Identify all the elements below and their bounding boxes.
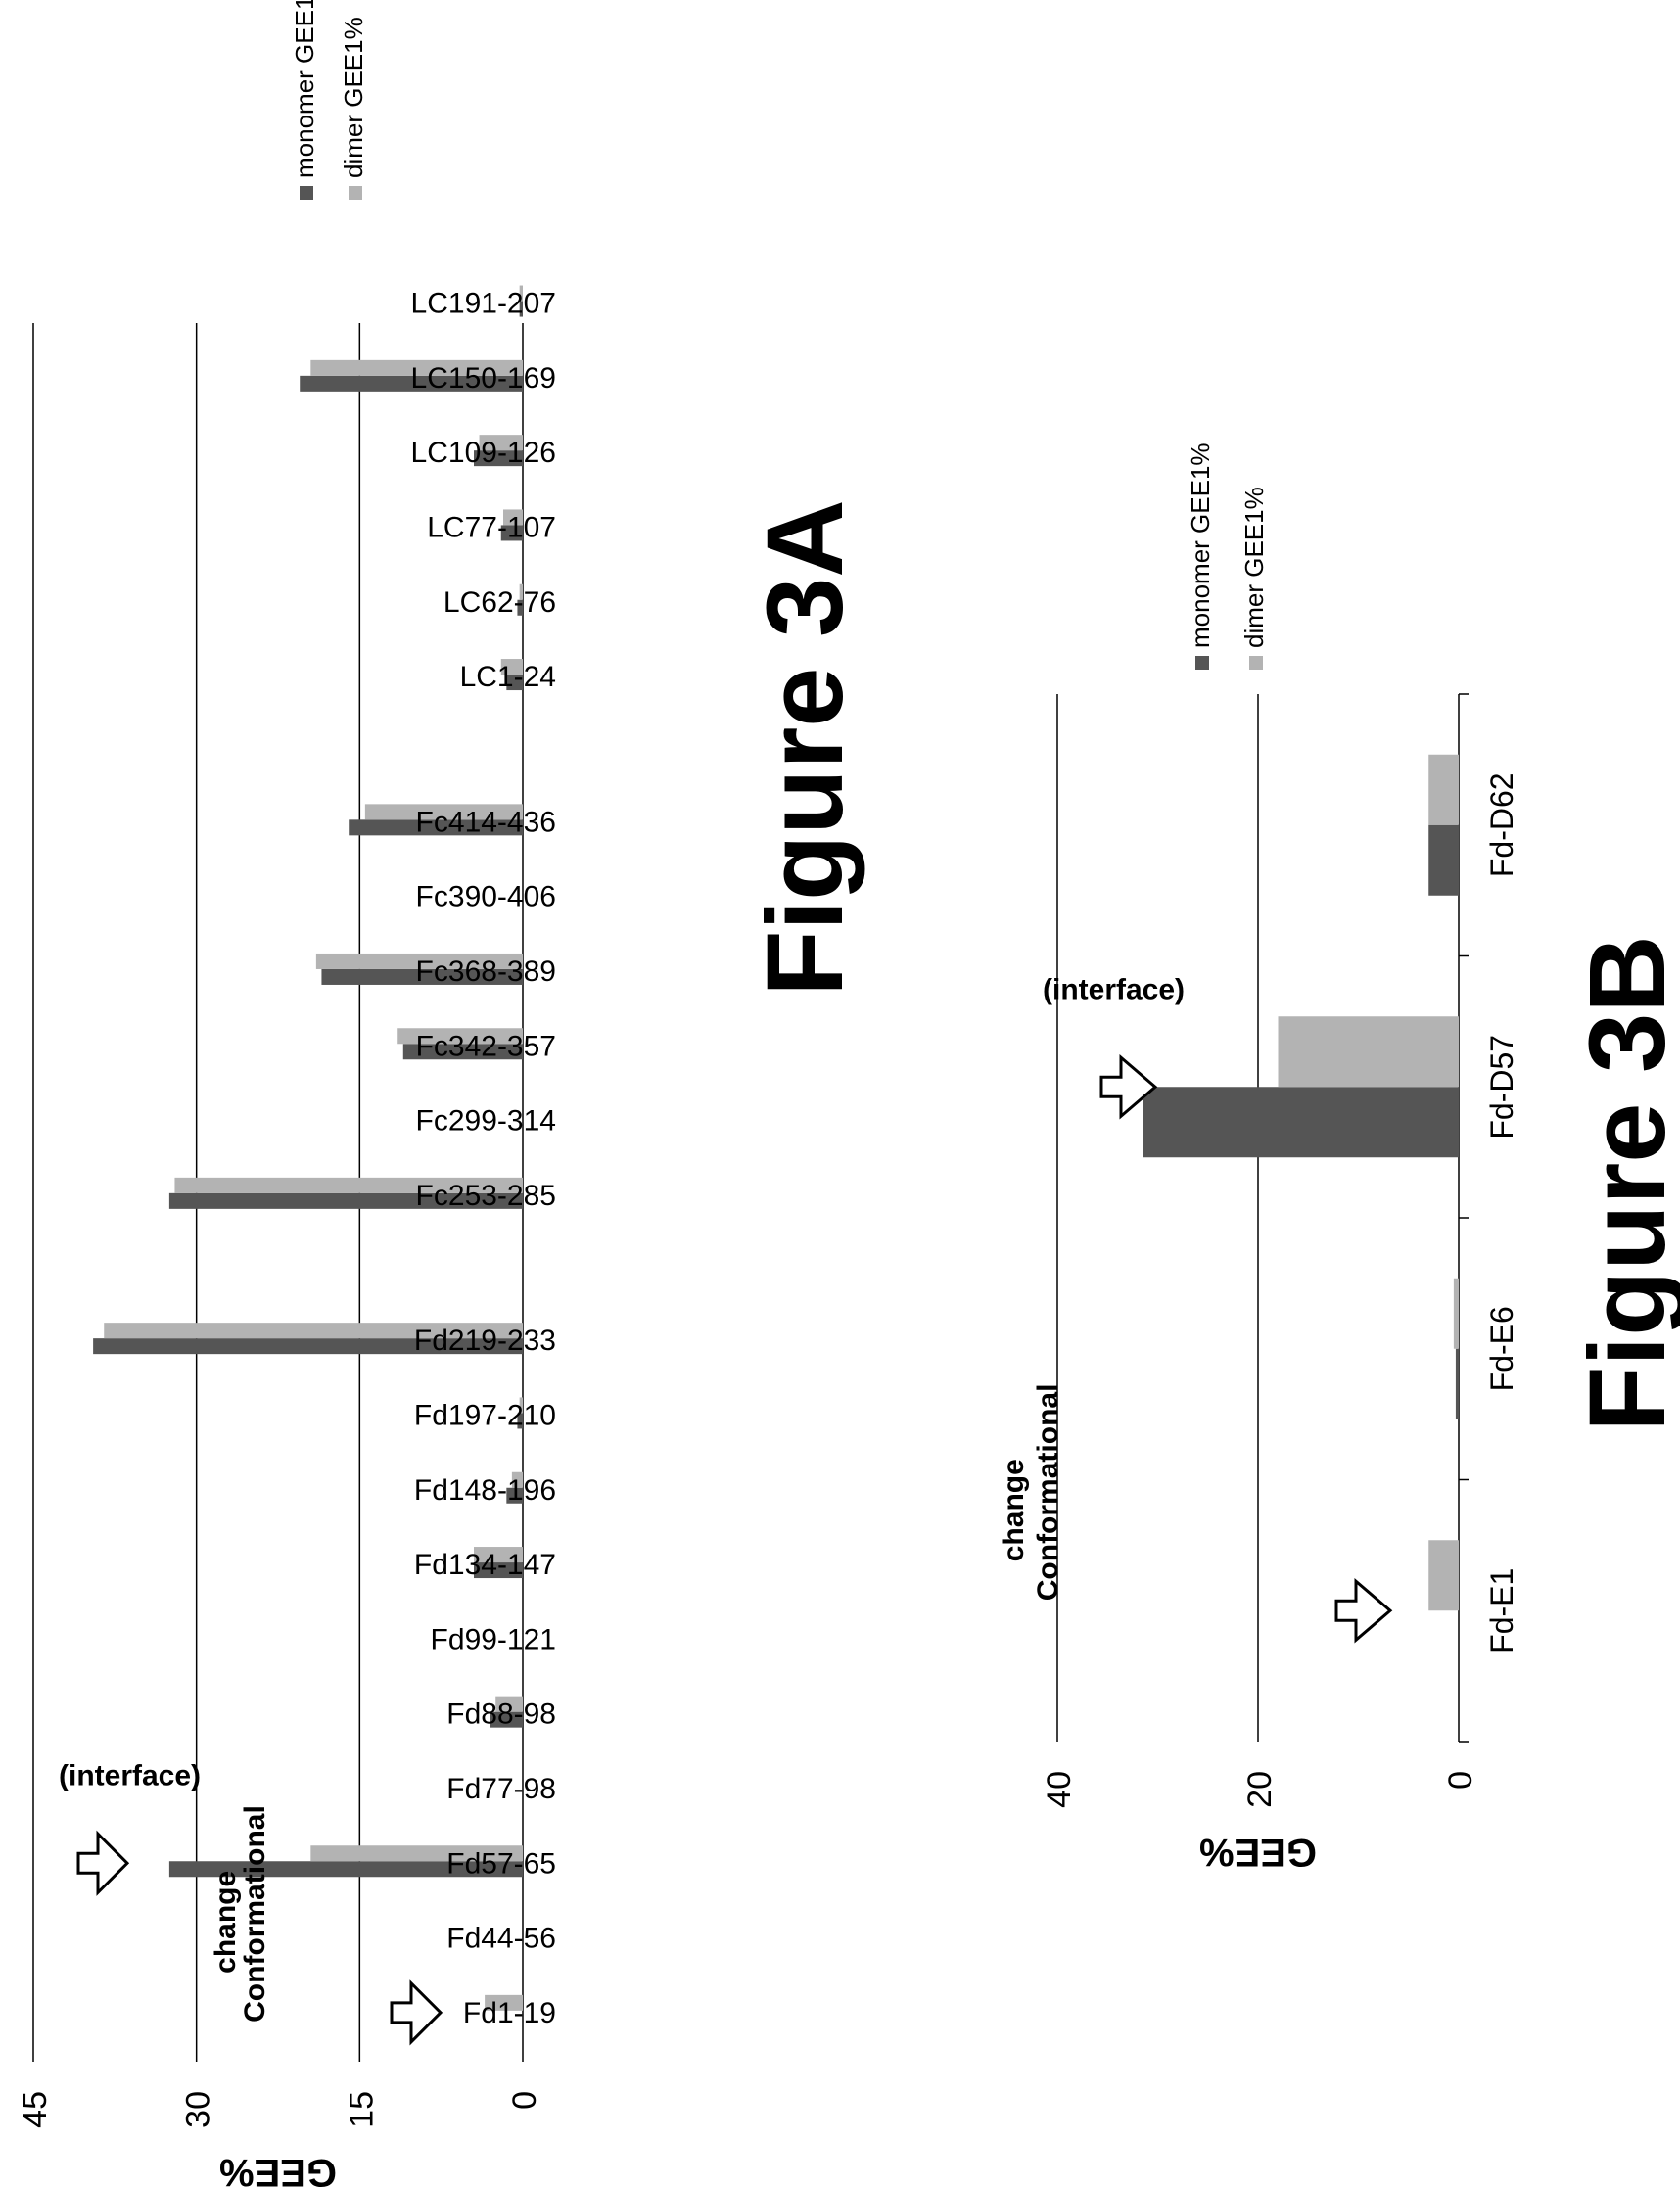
y-tick-label: 20 (1241, 1771, 1279, 1808)
bar-monomer (1143, 1087, 1459, 1158)
y-tick-label: 45 (17, 2091, 54, 2128)
bar-dimer (104, 1323, 523, 1339)
annotation-conformational-line1: Conformational (239, 1805, 271, 2023)
x-tick-label: Fc368-389 (416, 955, 556, 988)
bar-dimer (519, 1397, 524, 1414)
x-tick-label: Fc414-436 (416, 806, 556, 838)
bar-dimer (503, 509, 523, 526)
annotation-interface: (interface) (1043, 973, 1185, 1005)
annotation-conformational-line2: change (998, 1459, 1030, 1561)
x-tick-label: Fd148-196 (414, 1474, 556, 1507)
figure-3a-chart: 0 15 30 45 GEE% Fd1-19 Fd44-56 Fd57-65 Fd77-98 Fd… (17, 0, 865, 2187)
bar-monomer (349, 819, 523, 836)
figure-3b-title: Figure 3B (1567, 935, 1680, 1431)
bar-dimer (474, 1547, 523, 1563)
y-tick-label: 40 (1041, 1771, 1078, 1808)
bar-monomer (500, 525, 523, 541)
x-tick-label: Fd134-147 (414, 1549, 556, 1581)
x-tick-label: LC150-169 (411, 362, 556, 395)
x-tick-label: LC191-207 (411, 288, 556, 320)
legend-swatch-monomer (300, 186, 313, 200)
y-tick-label: 0 (1442, 1771, 1479, 1790)
figure-3b-chart: 0 20 40 GEE% Fd-E1 Fd-E6 Fd-D57 Fd-D62 monomer G… (998, 442, 1680, 1874)
x-tick-label: Fd57-65 (446, 1847, 556, 1880)
bar-dimer (174, 1177, 523, 1193)
y-tick-label: 15 (343, 2091, 380, 2128)
legend-swatch-dimer (349, 186, 362, 200)
x-tick-label: Fd-D57 (1484, 1035, 1519, 1140)
bar-dimer (364, 804, 523, 820)
bar-dimer (310, 359, 524, 376)
x-tick-label: Fd-E1 (1484, 1568, 1519, 1653)
annotation-interface: (interface) (59, 1759, 201, 1791)
bar-monomer (474, 1562, 523, 1579)
bar-monomer (506, 1487, 523, 1504)
x-tick-label: Fd88-98 (446, 1698, 556, 1731)
bar-monomer (517, 599, 524, 616)
legend-label-monomer: monomer GEE1% (1186, 442, 1215, 648)
bar-dimer (485, 1994, 524, 2011)
bar-monomer (321, 968, 524, 985)
legend-swatch-dimer (1249, 656, 1263, 670)
bar-dimer (1453, 1278, 1459, 1349)
x-tick-label: Fc253-285 (416, 1180, 556, 1212)
x-tick-label: LC62-76 (443, 586, 556, 619)
bar-dimer (397, 1028, 524, 1045)
bar-monomer (168, 1192, 523, 1209)
legend-swatch-monomer (1195, 656, 1209, 670)
x-tick-label: Fd77-98 (446, 1773, 556, 1805)
bar-monomer (300, 375, 523, 392)
x-tick-label: Fd-E6 (1484, 1306, 1519, 1391)
legend-label-monomer: monomer GEE1% (290, 0, 319, 178)
bar-dimer (511, 1471, 524, 1488)
annotation-arrow-icon (1099, 1053, 1158, 1120)
bar-dimer (519, 285, 524, 302)
bar-dimer (479, 435, 523, 451)
x-tick-label: Fc342-357 (416, 1030, 556, 1062)
y-tick-label: 0 (506, 2091, 543, 2110)
bar-dimer (500, 659, 523, 675)
bar-monomer (517, 1413, 524, 1429)
x-tick-label: LC1-24 (460, 661, 556, 693)
bar-dimer (495, 1696, 524, 1712)
annotation-conformational-line1: Conformational (1032, 1384, 1064, 1602)
bar-monomer (402, 1044, 523, 1060)
x-tick-label: LC109-126 (411, 437, 556, 469)
bar-monomer (506, 675, 523, 691)
bar-monomer (1455, 1348, 1460, 1419)
y-axis-title: GEE% (219, 2151, 337, 2187)
annotation-arrow-icon (76, 1830, 130, 1896)
bar-monomer (474, 450, 523, 467)
legend-label-dimer: dimer GEE1% (1239, 487, 1269, 648)
figure-3a-title: Figure 3A (745, 499, 865, 996)
bar-dimer (519, 583, 524, 600)
annotation-arrow-icon (1334, 1577, 1393, 1644)
x-tick-label: Fd99-121 (431, 1623, 556, 1655)
bar-dimer (310, 1845, 524, 1862)
bar-dimer (1428, 754, 1459, 825)
bar-monomer (93, 1338, 523, 1355)
x-tick-label: LC77-107 (427, 511, 556, 543)
bar-dimer (1428, 1540, 1459, 1611)
x-tick-label: Fd219-233 (414, 1325, 556, 1357)
bar-dimer (315, 953, 523, 969)
annotation-conformational-line2: change (210, 1871, 242, 1974)
x-tick-label: Fc390-406 (416, 881, 556, 913)
bar-monomer (1428, 824, 1459, 896)
y-axis-title: GEE% (1199, 1831, 1317, 1874)
bar-monomer (519, 301, 524, 317)
bar-dimer (1278, 1016, 1459, 1088)
x-tick-label: Fd44-56 (446, 1923, 556, 1955)
legend-label-dimer: dimer GEE1% (339, 17, 368, 178)
x-tick-label: Fd197-210 (414, 1399, 556, 1431)
bar-monomer (490, 1711, 523, 1728)
x-tick-label: Fc299-314 (416, 1105, 556, 1138)
bar-monomer (168, 1861, 523, 1878)
x-tick-label: Fd1-19 (463, 1997, 556, 2029)
y-tick-label: 30 (180, 2091, 217, 2128)
x-tick-label: Fd-D62 (1484, 772, 1519, 877)
annotation-arrow-icon (390, 1979, 443, 2046)
